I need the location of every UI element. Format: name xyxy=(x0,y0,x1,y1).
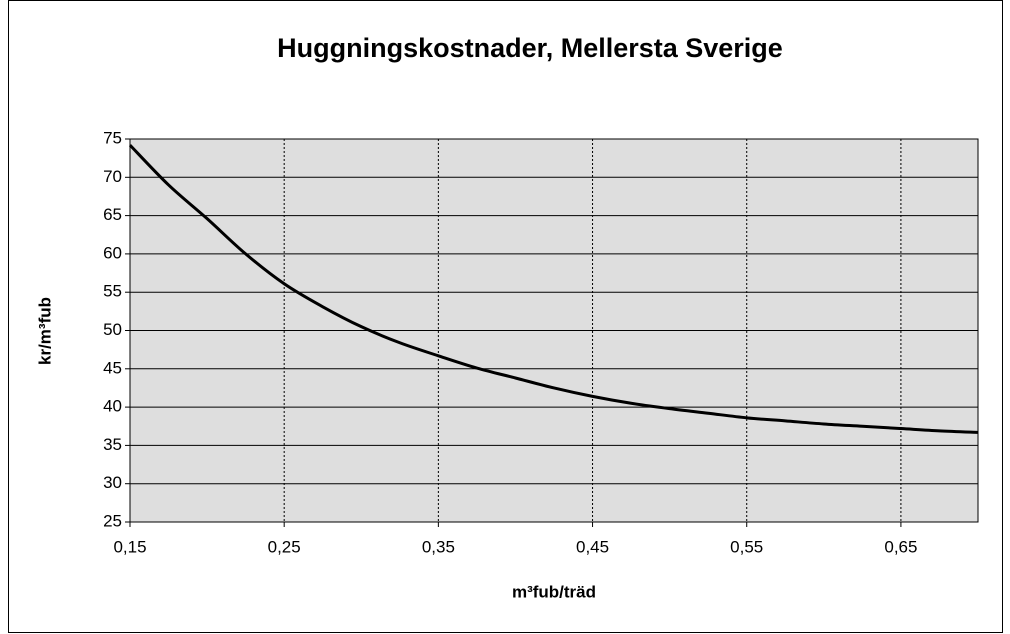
y-tick-label: 50 xyxy=(103,320,122,339)
y-tick-label: 30 xyxy=(103,473,122,492)
x-tick-label: 0,35 xyxy=(422,537,455,556)
y-tick-label: 45 xyxy=(103,358,122,377)
y-tick-label: 75 xyxy=(103,128,122,147)
x-tick-label: 0,65 xyxy=(884,537,917,556)
y-tick-label: 40 xyxy=(103,397,122,416)
line-series xyxy=(128,144,979,434)
y-tick-label: 25 xyxy=(103,511,122,530)
y-tick-label: 60 xyxy=(103,243,122,262)
x-axis-title: m³fub/träd xyxy=(512,582,596,601)
y-tick-label: 65 xyxy=(103,205,122,224)
x-tick-label: 0,15 xyxy=(113,537,146,556)
y-tick-label: 55 xyxy=(103,282,122,301)
y-tick-label: 70 xyxy=(103,167,122,186)
chart-title: Huggningskostnader, Mellersta Sverige xyxy=(277,33,783,63)
plot-border xyxy=(129,138,979,523)
x-tick-label: 0,25 xyxy=(268,537,301,556)
x-tick-label: 0,55 xyxy=(730,537,763,556)
y-tick-label: 35 xyxy=(103,435,122,454)
x-tick-label: 0,45 xyxy=(576,537,609,556)
y-axis-title: kr/m³fub xyxy=(35,297,54,365)
